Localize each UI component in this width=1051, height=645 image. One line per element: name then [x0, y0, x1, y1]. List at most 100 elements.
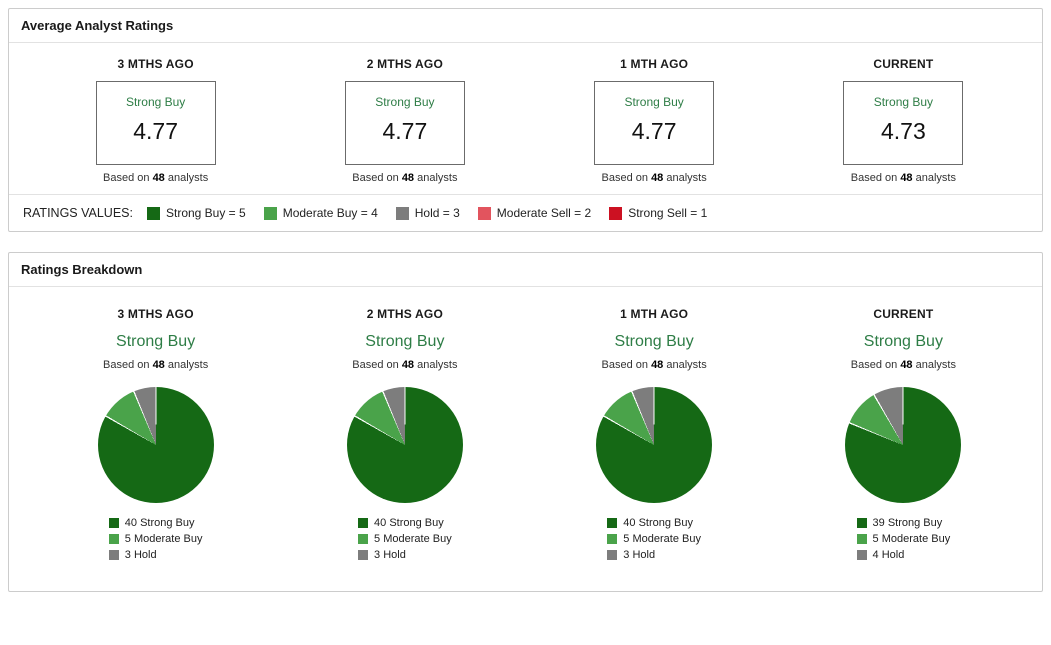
based-on-prefix: Based on — [103, 172, 153, 184]
based-on-prefix: Based on — [601, 359, 652, 371]
legend-item: 40 Strong Buy — [108, 517, 203, 529]
legend-item: Moderate Buy = 4 — [263, 206, 378, 220]
period-label: 2 MTHS AGO — [366, 307, 443, 321]
legend-label: 39 Strong Buy — [872, 517, 943, 529]
rating-text: Strong Buy — [375, 95, 435, 109]
analyst-count: 48 — [900, 172, 913, 184]
based-on-text: Based on 48 analysts — [530, 359, 779, 371]
period-column: CURRENT Strong Buy Based on 48 analysts … — [779, 307, 1028, 565]
legend-label: Hold = 3 — [414, 206, 460, 220]
period-label: 3 MTHS AGO — [117, 307, 194, 321]
based-on-text: Based on 48 analysts — [31, 172, 280, 184]
legend-label: 5 Moderate Buy — [124, 533, 203, 545]
legend-label: 3 Hold — [623, 549, 656, 561]
strong-buy-swatch — [856, 518, 867, 528]
rating-text: Strong Buy — [365, 333, 445, 350]
average-ratings-columns: 3 MTHS AGO Strong Buy 4.77 Based on 48 a… — [9, 43, 1042, 194]
based-on-suffix: analysts — [414, 172, 458, 184]
based-on-text: Based on 48 analysts — [280, 359, 529, 371]
legend-item: 3 Hold — [607, 549, 701, 561]
period-column: 3 MTHS AGO Strong Buy Based on 48 analys… — [31, 307, 280, 565]
period-label: 2 MTHS AGO — [366, 57, 443, 71]
panel-title: Ratings Breakdown — [9, 253, 1042, 287]
rating-value: 4.73 — [880, 118, 926, 144]
based-on-suffix: analysts — [164, 359, 209, 371]
based-on-suffix: analysts — [912, 172, 956, 184]
based-on-suffix: analysts — [663, 359, 707, 371]
hold-swatch — [108, 550, 119, 560]
based-on-text: Based on 48 analysts — [31, 359, 280, 371]
period-label: CURRENT — [873, 57, 934, 71]
legend-label: 5 Moderate Buy — [623, 533, 701, 545]
period-column: 3 MTHS AGO Strong Buy 4.77 Based on 48 a… — [31, 57, 280, 184]
based-on-text: Based on 48 analysts — [779, 359, 1028, 371]
moderate-buy-swatch — [108, 534, 119, 544]
period-label: 1 MTH AGO — [620, 307, 689, 321]
legend-label: 5 Moderate Buy — [872, 533, 951, 545]
analyst-count: 48 — [651, 172, 664, 184]
legend-label: Strong Buy = 5 — [165, 206, 246, 220]
period-label: CURRENT — [873, 307, 934, 321]
pie-legend: 40 Strong Buy 5 Moderate Buy 3 Hold — [358, 517, 452, 565]
analyst-count: 48 — [401, 359, 415, 371]
legend-label: 40 Strong Buy — [374, 517, 444, 529]
legend-item: Hold = 3 — [395, 206, 460, 220]
legend-label: Moderate Sell = 2 — [496, 206, 592, 220]
legend-item: Strong Sell = 1 — [609, 206, 707, 220]
moderate-buy-swatch — [607, 534, 618, 544]
moderate-buy-swatch — [263, 206, 277, 220]
strong-buy-swatch — [358, 518, 369, 528]
legend-item: Moderate Sell = 2 — [477, 206, 592, 220]
based-on-prefix: Based on — [352, 359, 402, 371]
legend-item: 5 Moderate Buy — [358, 533, 452, 545]
analyst-count: 48 — [152, 172, 165, 184]
rating-text: Strong Buy — [614, 333, 694, 350]
based-on-text: Based on 48 analysts — [779, 172, 1028, 184]
based-on-suffix: analysts — [164, 172, 209, 184]
moderate-buy-swatch — [358, 534, 369, 544]
ratings-pie-chart — [845, 387, 962, 503]
ratings-breakdown-columns: 3 MTHS AGO Strong Buy Based on 48 analys… — [9, 287, 1042, 591]
legend-item: 3 Hold — [108, 549, 203, 561]
rating-value: 4.77 — [631, 118, 677, 144]
legend-item: 39 Strong Buy — [856, 517, 951, 529]
hold-swatch — [607, 550, 618, 560]
ratings-pie-chart — [97, 387, 214, 503]
legend-label: 3 Hold — [374, 549, 406, 561]
pie-legend: 40 Strong Buy 5 Moderate Buy 3 Hold — [607, 517, 701, 565]
based-on-text: Based on 48 analysts — [280, 172, 529, 184]
hold-swatch — [358, 550, 369, 560]
hold-swatch — [856, 550, 867, 560]
strong-sell-swatch — [609, 206, 623, 220]
legend-label: Strong Sell = 1 — [628, 206, 708, 220]
moderate-sell-swatch — [477, 206, 491, 220]
rating-text: Strong Buy — [624, 95, 684, 109]
legend-item: 5 Moderate Buy — [108, 533, 203, 545]
period-label: 1 MTH AGO — [620, 57, 689, 71]
legend-item: 5 Moderate Buy — [856, 533, 951, 545]
legend-label: Moderate Buy = 4 — [282, 206, 378, 220]
period-column: 1 MTH AGO Strong Buy 4.77 Based on 48 an… — [530, 57, 779, 184]
rating-box: Strong Buy 4.77 — [344, 81, 465, 165]
rating-value: 4.77 — [133, 118, 178, 144]
hold-swatch — [395, 206, 409, 220]
legend-label: 3 Hold — [124, 549, 157, 561]
based-on-prefix: Based on — [850, 172, 901, 184]
period-column: 2 MTHS AGO Strong Buy 4.77 Based on 48 a… — [280, 57, 529, 184]
legend-item: 5 Moderate Buy — [607, 533, 701, 545]
period-column: CURRENT Strong Buy 4.73 Based on 48 anal… — [779, 57, 1028, 184]
based-on-prefix: Based on — [601, 172, 652, 184]
legend-label: 40 Strong Buy — [623, 517, 694, 529]
legend-item: Strong Buy = 5 — [146, 206, 246, 220]
rating-box: Strong Buy 4.73 — [843, 81, 964, 165]
rating-text: Strong Buy — [125, 95, 186, 109]
ratings-breakdown-panel: Ratings Breakdown 3 MTHS AGO Strong Buy … — [8, 252, 1043, 592]
analyst-count: 48 — [651, 359, 664, 371]
legend-item: 40 Strong Buy — [358, 517, 452, 529]
analyst-count: 48 — [900, 359, 913, 371]
based-on-suffix: analysts — [912, 359, 956, 371]
legend-label: 4 Hold — [872, 549, 905, 561]
legend-item: 3 Hold — [358, 549, 452, 561]
period-column: 1 MTH AGO Strong Buy Based on 48 analyst… — [530, 307, 779, 565]
legend-item: 4 Hold — [856, 549, 951, 561]
